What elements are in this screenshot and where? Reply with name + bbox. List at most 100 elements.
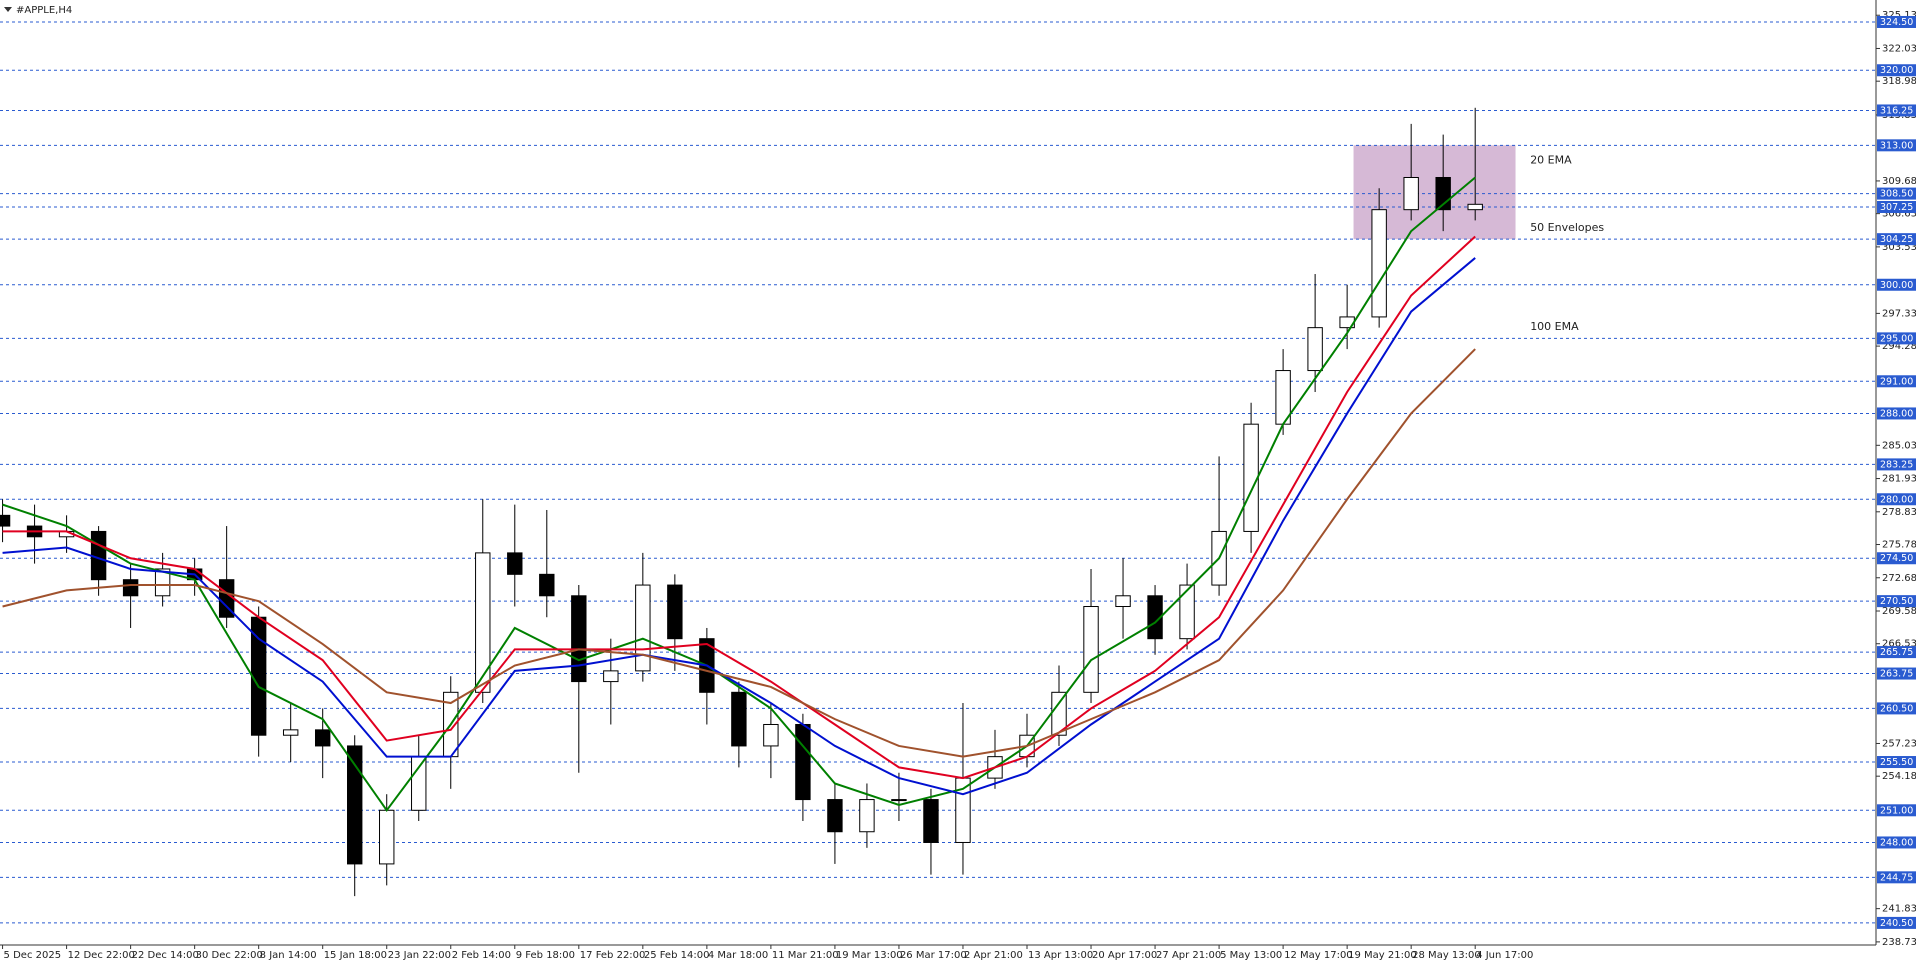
candle-body <box>1467 203 1483 211</box>
level-label: 291.00 <box>1880 376 1913 387</box>
level-label: 316.25 <box>1880 105 1913 116</box>
y-tick-label: 325.13 <box>1882 10 1916 21</box>
candle-body <box>1371 209 1387 318</box>
level-label: 288.00 <box>1880 408 1913 419</box>
level-label-box <box>1877 407 1916 420</box>
y-tick-label: 322.03 <box>1882 43 1916 54</box>
y-tick-label: 281.93 <box>1882 474 1916 485</box>
level-label-box <box>1877 916 1916 929</box>
level-label: 304.25 <box>1880 234 1913 245</box>
candle-body <box>282 729 299 736</box>
candle-body <box>1083 606 1099 693</box>
level-label-box <box>1877 278 1916 291</box>
x-tick-label: 8 Jan 14:00 <box>260 950 317 961</box>
plot-area <box>0 21 1876 924</box>
candle-body <box>122 579 139 597</box>
y-tick-label: 318.98 <box>1882 76 1916 87</box>
level-label: 270.50 <box>1880 596 1913 607</box>
level-label: 240.50 <box>1880 918 1913 929</box>
y-tick-label: 303.53 <box>1882 242 1916 253</box>
candle-body <box>314 729 331 747</box>
menu-arrow[interactable] <box>4 7 12 12</box>
x-tick-label: 13 Apr 13:00 <box>1028 950 1093 961</box>
level-label: 313.00 <box>1880 140 1913 151</box>
level-label: 263.75 <box>1880 669 1913 680</box>
level-label-box <box>1877 139 1916 152</box>
x-tick-label: 30 Dec 22:00 <box>196 950 263 961</box>
indicator-label: 100 EMA <box>1530 320 1579 333</box>
level-label: 248.00 <box>1880 837 1913 848</box>
y-tick-label: 257.23 <box>1882 738 1916 749</box>
x-tick-label: 15 Jan 18:00 <box>324 950 387 961</box>
candle-body <box>1403 176 1419 211</box>
x-tick-label: 19 May 21:00 <box>1348 950 1417 961</box>
level-label: 265.75 <box>1880 647 1913 658</box>
indicator-line <box>2 176 1476 812</box>
candle-body <box>154 568 171 597</box>
level-label-box <box>1877 756 1916 769</box>
level-label: 308.50 <box>1880 189 1913 200</box>
level-label-box <box>1877 233 1916 246</box>
y-tick-label: 269.58 <box>1882 606 1916 617</box>
level-label-box <box>1877 458 1916 471</box>
level-label: 260.50 <box>1880 703 1913 714</box>
candle-body <box>475 552 491 693</box>
x-tick-label: 4 Mar 18:00 <box>708 950 768 961</box>
candle-body <box>0 514 11 527</box>
level-label-box <box>1877 871 1916 884</box>
x-tick-label: 12 Dec 22:00 <box>68 950 135 961</box>
y-tick-label: 266.53 <box>1882 639 1916 650</box>
y-tick-label: 309.68 <box>1882 176 1916 187</box>
level-label: 295.00 <box>1880 333 1913 344</box>
level-label: 324.50 <box>1880 17 1913 28</box>
level-label-box <box>1877 552 1916 565</box>
level-label: 274.50 <box>1880 553 1913 564</box>
level-label-box <box>1877 332 1916 345</box>
y-tick-label: 285.03 <box>1882 440 1916 451</box>
level-label-box <box>1877 667 1916 680</box>
candle-body <box>731 691 747 747</box>
candle-body <box>1115 595 1131 608</box>
candle-body <box>891 799 907 802</box>
x-tick-label: 23 Jan 22:00 <box>388 950 451 961</box>
candle-body <box>411 756 427 811</box>
x-tick-label: 28 May 13:00 <box>1412 950 1481 961</box>
candle-body <box>1147 595 1163 640</box>
y-tick-label: 306.63 <box>1882 209 1916 220</box>
level-label-box <box>1877 375 1916 388</box>
level-label: 255.50 <box>1880 757 1913 768</box>
level-label: 244.75 <box>1880 872 1913 883</box>
candle-body <box>379 809 395 865</box>
candle-body <box>859 799 875 833</box>
level-label-box <box>1877 187 1916 200</box>
x-tick-label: 5 Dec 2025 <box>4 950 62 961</box>
x-tick-label: 2 Feb 14:00 <box>452 950 511 961</box>
level-label-box <box>1877 493 1916 506</box>
candle-body <box>1179 584 1195 640</box>
level-label-box <box>1877 104 1916 117</box>
candle-body <box>667 584 683 640</box>
y-tick-label: 294.28 <box>1882 341 1916 352</box>
y-tick-label: 254.18 <box>1882 771 1916 782</box>
y-tick-label: 275.78 <box>1882 540 1916 551</box>
candle-body <box>347 745 363 865</box>
y-tick-label: 297.33 <box>1882 308 1916 319</box>
x-tick-label: 2 Apr 21:00 <box>964 950 1023 961</box>
candle-body <box>603 670 619 683</box>
candle-body <box>923 799 939 843</box>
x-tick-label: 26 Mar 17:00 <box>900 950 967 961</box>
level-label: 251.00 <box>1880 805 1913 816</box>
level-label: 307.25 <box>1880 202 1913 213</box>
indicator-line <box>2 257 1476 796</box>
level-label-box <box>1877 804 1916 817</box>
y-tick-label: 272.68 <box>1882 573 1916 584</box>
candle-body <box>507 552 523 575</box>
x-tick-label: 11 Mar 21:00 <box>772 950 839 961</box>
level-label: 300.00 <box>1880 280 1913 291</box>
level-label-box <box>1877 646 1916 659</box>
candle-body <box>763 723 779 747</box>
candle-body <box>1307 327 1323 372</box>
chart-title: #APPLE,H4 <box>16 5 72 16</box>
candle-body <box>827 799 843 833</box>
